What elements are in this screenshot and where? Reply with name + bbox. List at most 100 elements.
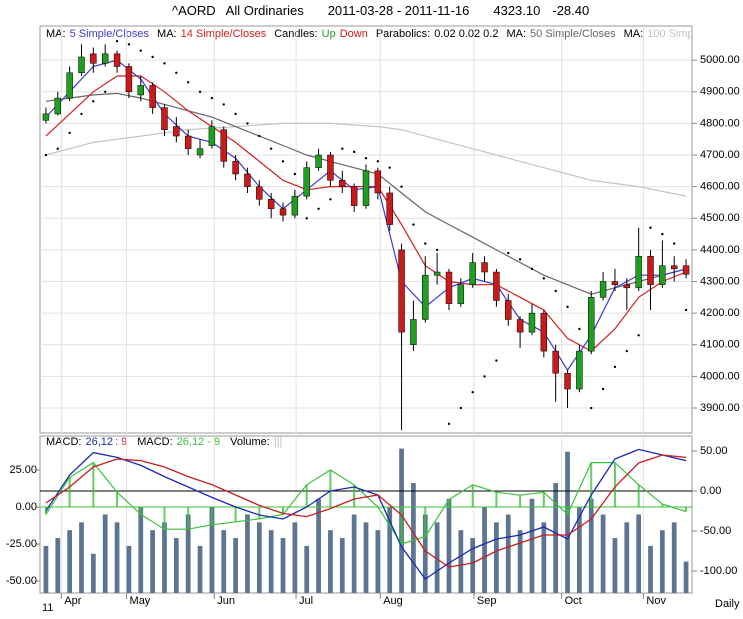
volume-bar (517, 530, 523, 593)
y-tick-label: 4900.00 (700, 86, 740, 98)
volume-bar (233, 538, 238, 593)
candle-body (256, 186, 263, 200)
candle-body (457, 284, 465, 304)
candle-body (66, 72, 73, 99)
volume-bar (387, 506, 393, 593)
volume-bar (67, 530, 73, 593)
volume-bar (292, 522, 298, 593)
y-tick-label: 25.00 (9, 464, 37, 476)
y-tick-label: 4100.00 (700, 339, 740, 351)
candle-body (635, 255, 642, 289)
histogram-bar (92, 462, 95, 508)
histogram-bar (471, 484, 474, 508)
candle-body (481, 262, 488, 273)
candle-body (528, 312, 536, 333)
candle-body (386, 192, 393, 225)
y-tick-label: 5000.00 (700, 54, 740, 66)
candle-body (362, 170, 370, 206)
volume-bar (671, 522, 677, 593)
candle-body (398, 249, 405, 333)
volume-bar (624, 522, 630, 593)
volume-bar (612, 538, 618, 593)
parabolic-dot (151, 55, 154, 59)
candle-body (315, 154, 322, 168)
y-tick-label: 4200.00 (700, 307, 740, 319)
histogram-bar (68, 477, 71, 508)
candle-body (42, 113, 50, 121)
volume-bar (351, 514, 357, 593)
histogram-bar (210, 507, 213, 525)
y2-tick-label: 50.00 (700, 445, 728, 457)
parabolic-dot (566, 305, 569, 309)
volume-bar (458, 530, 464, 593)
histogram-bar (329, 470, 332, 508)
legend-label: Volume: (230, 436, 270, 448)
parabolic-dot (376, 160, 380, 163)
candle-body (244, 173, 251, 187)
candle-body (623, 284, 631, 289)
legend-label: MA: (46, 28, 66, 40)
parabolic-dot (186, 81, 190, 84)
volume-bar (114, 522, 120, 593)
x-tick-label: Oct (565, 595, 582, 607)
parabolic-dot (293, 172, 297, 176)
histogram-line (45, 461, 687, 545)
legend-entry: 5 Simple/Closes (70, 28, 150, 40)
histogram-bar (495, 492, 498, 508)
candle-body (339, 180, 346, 187)
candle-body (576, 350, 583, 390)
histogram-bar (282, 507, 285, 515)
candle-body (303, 167, 310, 197)
parabolic-dot (281, 160, 285, 163)
y2-tick-label: -100.00 (700, 565, 737, 577)
candle-body (350, 186, 358, 206)
histogram-bar (613, 462, 616, 508)
legend-entry: ||| (274, 436, 283, 448)
volume-bar (304, 545, 310, 593)
parabolic-dot (92, 100, 95, 103)
macd-line (45, 454, 687, 568)
candle-body (78, 56, 85, 74)
candle-body (682, 265, 690, 275)
volume-bar (648, 545, 653, 593)
histogram-bar (139, 507, 142, 515)
volume-bar (245, 514, 250, 593)
candle-body (552, 350, 559, 374)
volume-bar (126, 545, 132, 593)
candle-body (374, 170, 382, 194)
parabolic-dot (364, 156, 368, 160)
volume-bar (102, 514, 108, 593)
macd-legend: MACD: 26,12: 9 MACD: 26,12 - 9 Volume: ||| (46, 436, 282, 448)
volume-bar (150, 530, 155, 593)
candle-body (659, 265, 666, 285)
candle-body (125, 66, 133, 93)
volume-bar (577, 506, 582, 593)
parabolic-dot (554, 289, 557, 293)
histogram-bar (163, 507, 166, 530)
parabolic-dot (127, 43, 131, 46)
parabolic-dot (590, 406, 593, 410)
volume-bar (138, 506, 144, 593)
volume-bar (79, 522, 84, 593)
legend-entry: 26,12 - 9 (177, 436, 220, 448)
parabolic-dot (317, 207, 320, 210)
candle-body (184, 135, 192, 149)
parabolic-dot (542, 277, 546, 280)
candle-body (54, 97, 61, 115)
volume-bar (553, 483, 559, 593)
legend-entry: Up (322, 28, 336, 40)
parabolic-dot (139, 49, 142, 52)
volume-bar (328, 530, 333, 593)
candle-body (279, 208, 287, 216)
volume-bar (221, 530, 227, 593)
legend-label: MACD: (46, 436, 81, 448)
candle-body (422, 274, 429, 320)
parabolic-dot (234, 112, 237, 116)
volume-bar (256, 522, 262, 593)
main-panel (39, 25, 693, 434)
macd-line (45, 448, 687, 580)
parabolic-dot (507, 251, 510, 255)
histogram-bar (187, 507, 190, 530)
x-tick-label: Jul (299, 595, 313, 607)
